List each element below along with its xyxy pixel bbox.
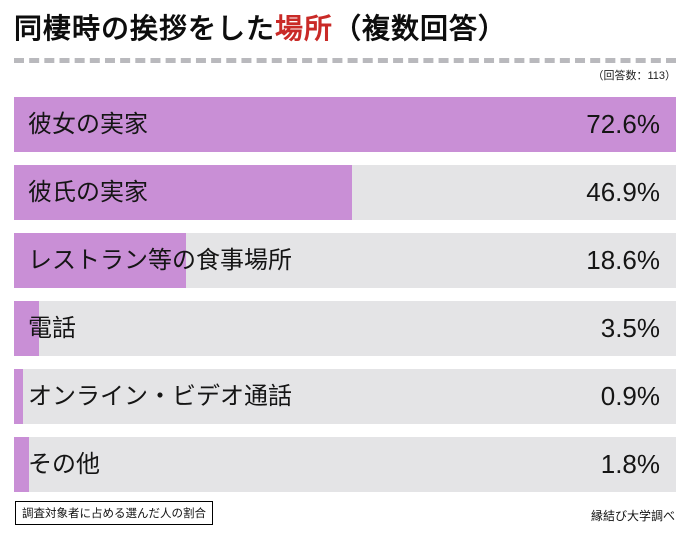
bar-row: その他 1.8% <box>14 436 676 492</box>
bar-row: 彼女の実家 72.6% <box>14 96 676 152</box>
bar-fill <box>14 164 352 220</box>
infographic: 同棲時の挨拶をした場所（複数回答） （回答数：113） 彼女の実家 72.6% 彼氏… <box>14 12 676 525</box>
bar-chart: 彼女の実家 72.6% 彼氏の実家 46.9% レストラン等の食事場所 18.6% 電話 3.… <box>14 96 676 492</box>
bar-value: 1.8% <box>600 448 660 479</box>
bar-row: レストラン等の食事場所 18.6% <box>14 232 676 288</box>
bar-label: 彼女の実家 <box>28 110 148 138</box>
bar-fill <box>14 368 23 424</box>
bar-fill <box>14 436 29 492</box>
title-prefix: 同棲時の挨拶をした <box>14 13 276 44</box>
bar-value: 46.9% <box>586 176 660 207</box>
bar-value: 0.9% <box>600 380 660 411</box>
bar-label: 電話 <box>28 314 76 342</box>
title-highlight: 場所 <box>275 13 334 44</box>
bar-value: 3.5% <box>600 312 660 343</box>
footnote-box: 調査対象者に占める選んだ人の割合 <box>15 500 213 525</box>
title-suffix: （複数回答） <box>333 13 508 44</box>
response-count: （回答数：113） <box>592 69 676 82</box>
bar-fill <box>14 300 40 356</box>
bar-fill <box>14 232 187 288</box>
bar-row: オンライン・ビデオ通話 0.9% <box>14 368 676 424</box>
bar-value: 72.6% <box>586 108 660 139</box>
bar-fill <box>14 96 676 152</box>
dashed-divider <box>14 57 676 63</box>
bar-label: その他 <box>28 450 100 478</box>
bar-label: 彼氏の実家 <box>28 178 148 206</box>
footer: 調査対象者に占める選んだ人の割合 縁結び大学調べ <box>14 500 676 525</box>
bar-row: 彼氏の実家 46.9% <box>14 164 676 220</box>
bar-label: オンライン・ビデオ通話 <box>28 382 292 410</box>
page-title: 同棲時の挨拶をした場所（複数回答） <box>14 12 676 46</box>
bar-label: レストラン等の食事場所 <box>28 246 292 274</box>
source-credit: 縁結び大学調べ <box>590 508 675 523</box>
bar-value: 18.6% <box>586 244 660 275</box>
bar-row: 電話 3.5% <box>14 300 676 356</box>
